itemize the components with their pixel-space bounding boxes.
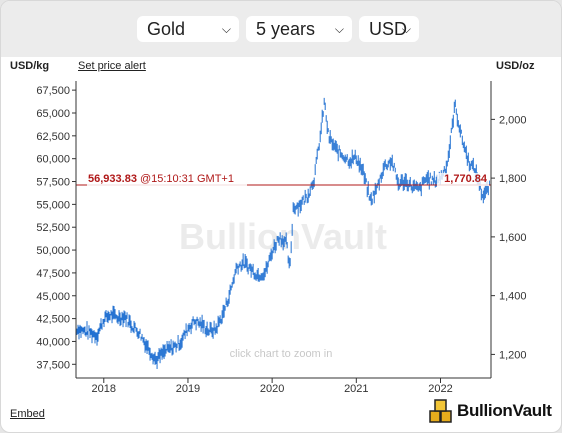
x-tick-label: 2021 [344,383,368,395]
left-tick-label: 60,000 [36,154,70,166]
metal-select[interactable]: Gold ⌵ [137,16,239,42]
left-tick-label: 40,000 [36,336,70,348]
left-tick-label: 50,000 [36,245,70,257]
left-tick-label: 55,000 [36,199,70,211]
left-tick-label: 45,000 [36,291,70,303]
current-price-kg: 56,933.83 [88,173,137,185]
period-select-value: 5 years [256,19,316,39]
left-tick-label: 65,000 [36,108,70,120]
chevron-down-icon: ⌵ [401,22,411,36]
left-tick-label: 52,500 [36,222,70,234]
currency-select[interactable]: USD ⌵ [359,16,419,42]
right-tick-label: 1,200 [499,349,527,361]
period-select[interactable]: 5 years ⌵ [246,16,352,42]
right-tick-label: 1,600 [499,232,527,244]
left-tick-label: 62,500 [36,131,70,143]
left-tick-label: 37,500 [36,359,70,371]
currency-select-value: USD [369,19,408,39]
x-tick-label: 2020 [260,383,284,395]
bullionvault-logo[interactable]: BullionVault [429,399,552,425]
x-tick-label: 2022 [428,383,452,395]
logo-text: BullionVault [457,401,552,420]
x-tick-label: 2019 [176,383,200,395]
embed-link[interactable]: Embed [10,408,45,420]
current-price-oz: 1,770.84 [444,173,488,185]
x-tick-label: 2018 [92,383,116,395]
zoom-hint: click chart to zoom in [230,348,333,360]
right-unit-label: USD/oz [496,60,535,72]
left-tick-label: 67,500 [36,85,70,97]
current-price-label: 56,933.83 @15:10:31 GMT+1 [88,173,234,185]
right-tick-label: 1,800 [499,173,527,185]
left-unit-label: USD/kg [10,60,50,72]
gold-bars-icon [429,399,452,423]
set-price-alert-link[interactable]: Set price alert [78,60,146,72]
left-tick-label: 57,500 [36,177,70,189]
right-tick-label: 2,000 [499,114,527,126]
left-tick-label: 42,500 [36,314,70,326]
metal-select-value: Gold [147,19,186,39]
left-tick-label: 47,500 [36,268,70,280]
controls-bar: Gold ⌵ 5 years ⌵ USD ⌵ [1,1,561,57]
chevron-down-icon: ⌵ [334,22,344,36]
current-price-timestamp: @15:10:31 GMT+1 [140,173,234,185]
watermark-text: BullionVault [179,216,387,257]
chevron-down-icon: ⌵ [221,22,231,36]
right-tick-label: 1,400 [499,291,527,303]
